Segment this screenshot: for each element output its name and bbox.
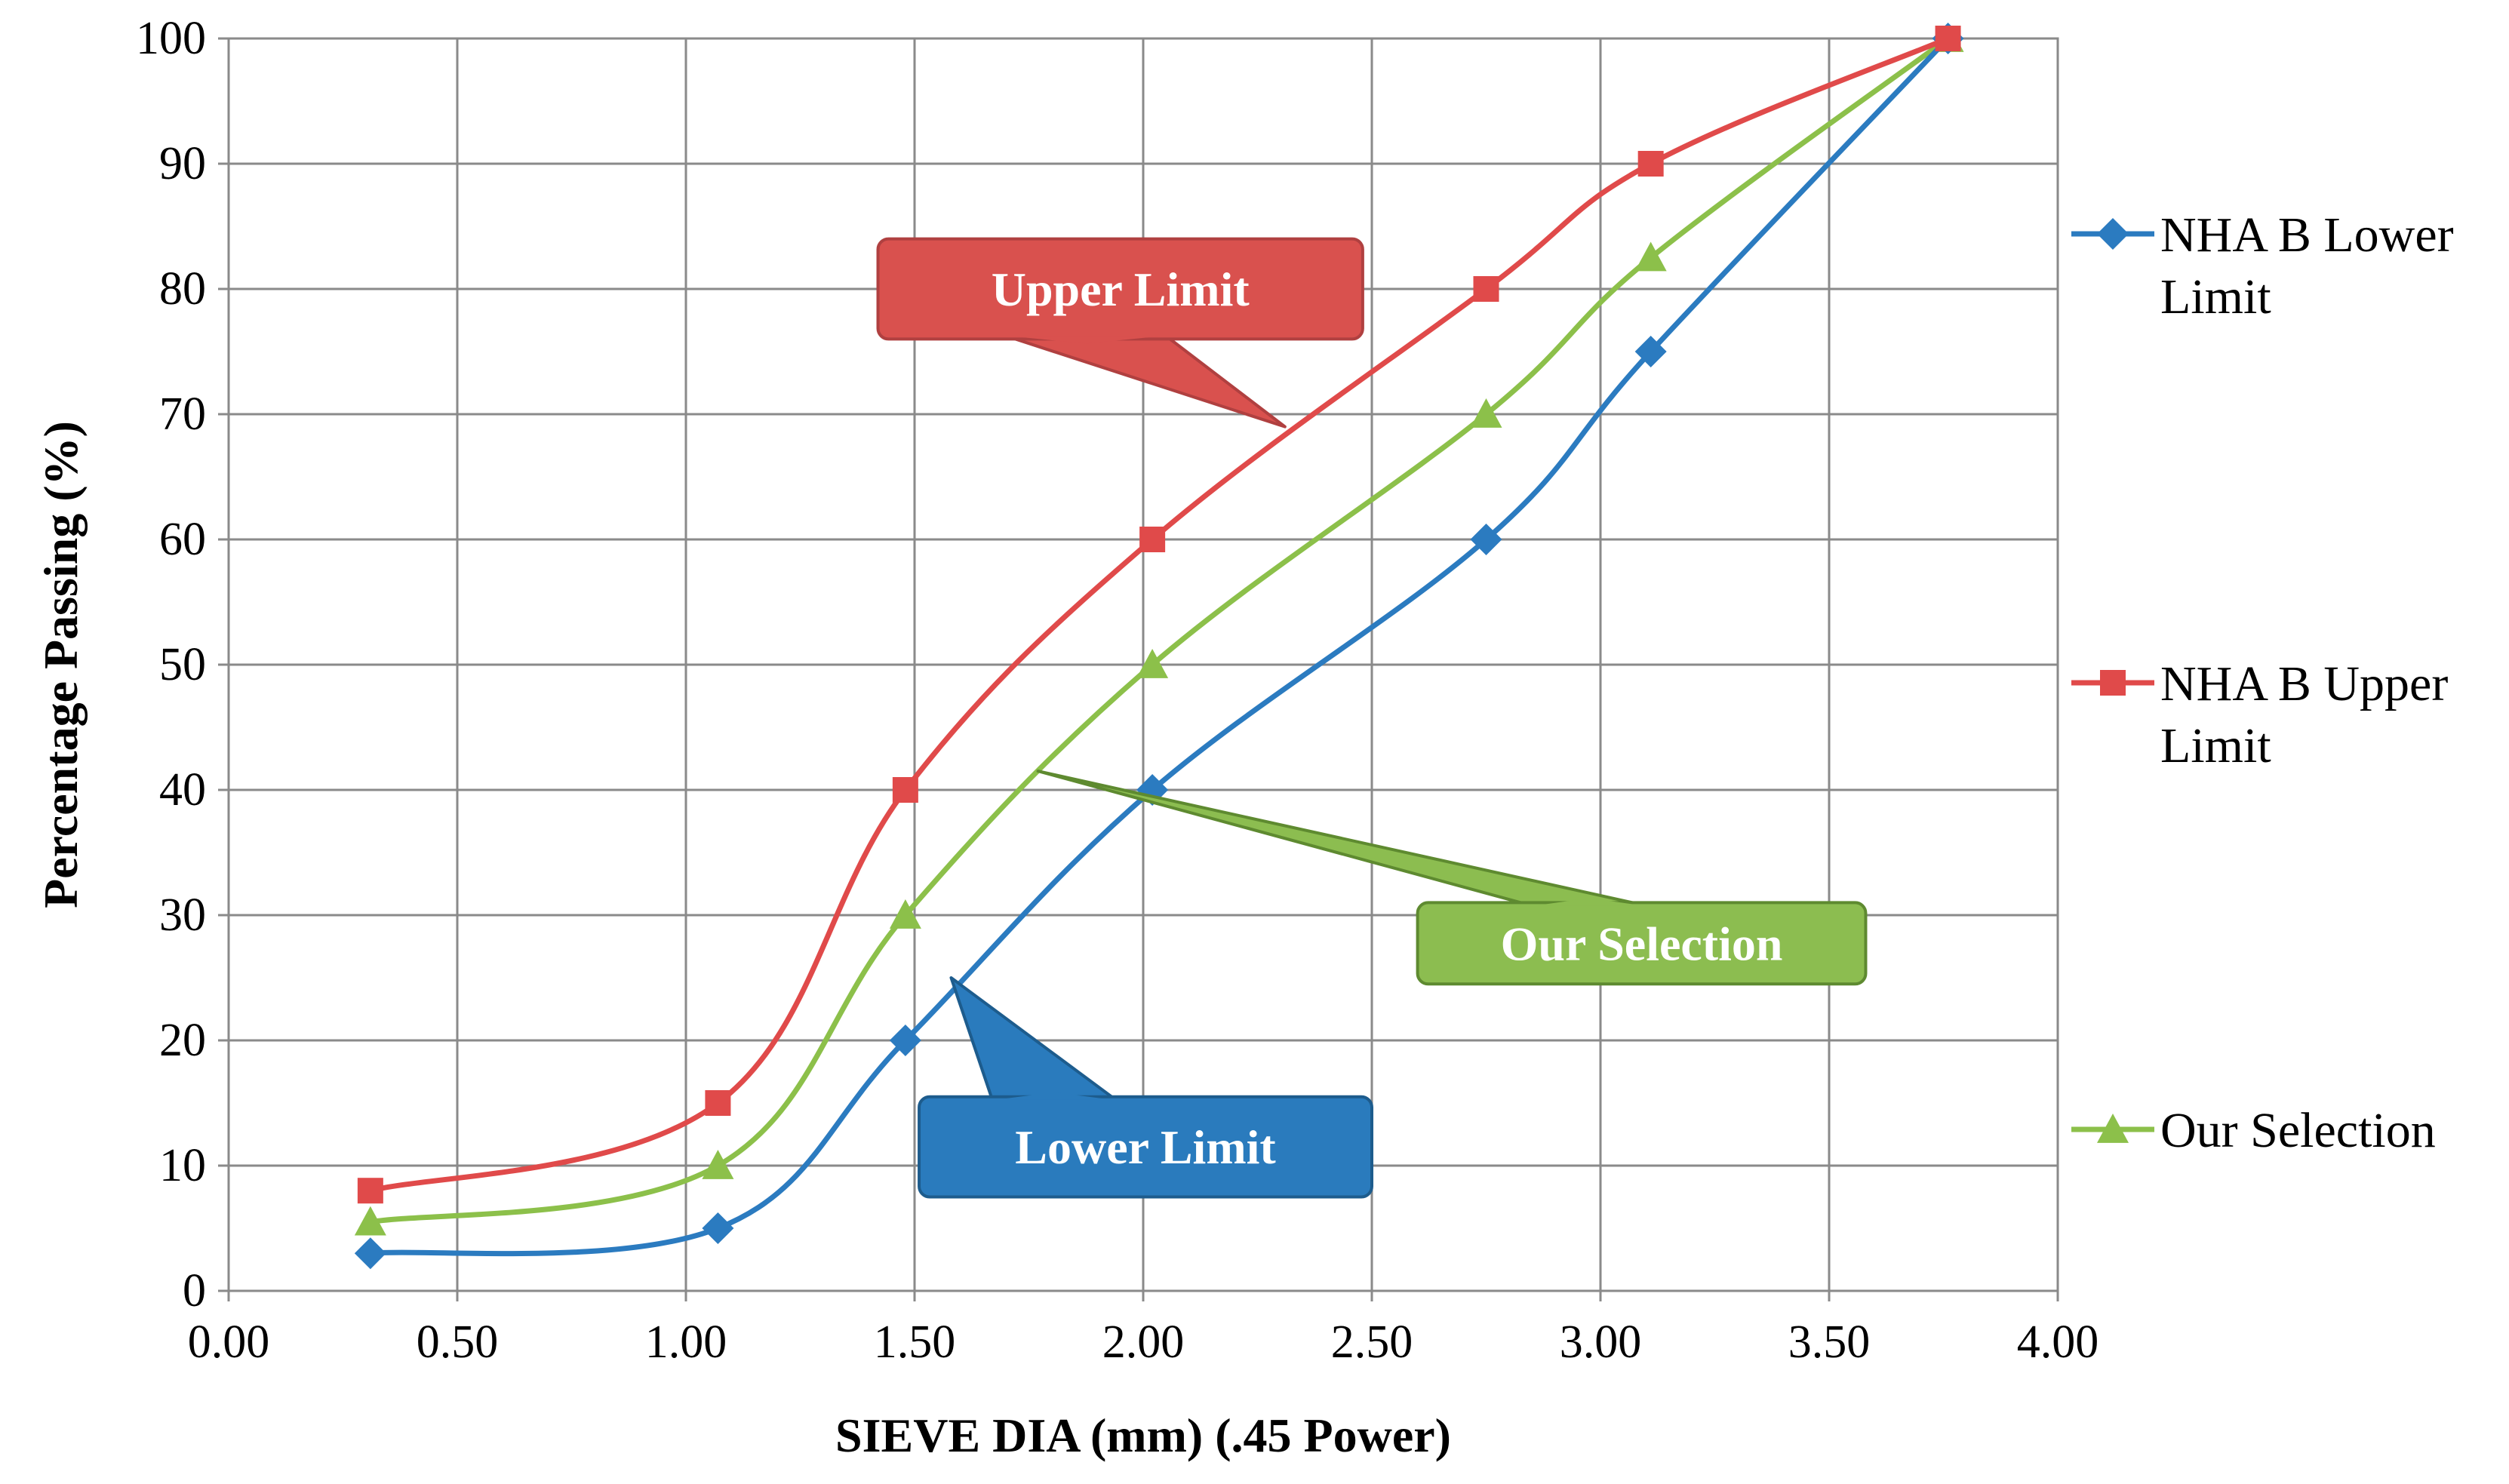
callout-seam-lower-limit [996,1092,1112,1100]
y-tick-label: 20 [159,1015,206,1066]
x-tick-label: 3.00 [1560,1317,1642,1368]
legend-item-our-selection: Our Selection [2071,1103,2436,1158]
data-point-nha-b-lower-limit [1634,336,1667,367]
y-tick-label: 80 [159,263,206,315]
callout-text-upper-limit: Upper Limit [992,263,1250,316]
y-tick-label: 30 [159,889,206,941]
data-point-nha-b-upper-limit [1139,527,1166,552]
y-tick-label: 60 [159,514,206,565]
data-point-nha-b-upper-limit [357,1178,383,1204]
data-point-nha-b-lower-limit [1470,524,1502,555]
legend-swatch-marker [2097,1114,2129,1143]
data-point-nha-b-lower-limit [702,1212,734,1244]
x-tick-label: 2.00 [1102,1317,1185,1368]
data-point-our-selection [1470,398,1502,428]
series-nha-b-lower-limit [354,23,1964,1270]
data-point-nha-b-upper-limit [1637,151,1664,177]
legend-label: NHA B Upper [2160,656,2448,711]
callout-box-lower-limit [918,1095,1374,1199]
legend-item-nha-b-lower-limit: NHA B Lower Limit [2071,207,2454,324]
data-point-our-selection [702,1150,734,1179]
axes: 0.00 0.50 1.00 1.50 2.00 2.50 3.00 3.50 4.00 0 10 2… [136,13,2099,1368]
callout-seam-our-selection [1536,898,1643,906]
x-tick-label: 0.00 [188,1317,270,1368]
data-point-our-selection [1634,241,1667,272]
x-tick-label: 3.50 [1788,1317,1871,1368]
callout-text-lower-limit: Lower Limit [1015,1120,1276,1174]
data-point-our-selection [354,1206,386,1236]
y-tick-label: 70 [159,389,206,440]
legend-label: Limit [2160,269,2271,324]
x-tick-label: 4.00 [2017,1317,2099,1368]
y-tick-label: 50 [159,639,206,690]
legend-item-nha-b-upper-limit: NHA B Upper Limit [2071,656,2448,773]
series-our-selection [354,23,1964,1236]
x-axis-title: SIEVE DIA (mm) (.45 Power) [835,1409,1451,1462]
data-point-nha-b-upper-limit [1935,26,1961,51]
y-tick-label: 10 [159,1140,206,1191]
legend-label: Limit [2160,718,2271,773]
data-point-nha-b-upper-limit [892,777,918,803]
callout-pointer-lower-limit [949,976,1118,1101]
x-tick-label: 1.50 [874,1317,956,1368]
y-axis-title: Percentage Passing (%) [34,421,88,908]
y-tick-label: 90 [159,138,206,189]
legend-swatch-marker [2100,670,2126,696]
legend-swatch-marker [2097,218,2129,250]
data-point-nha-b-upper-limit [1473,276,1499,302]
callout-text-our-selection: Our Selection [1501,917,1783,970]
series-line-nha-b-lower-limit [370,36,1951,1257]
y-tick-label: 100 [136,13,206,64]
data-point-our-selection [889,899,921,929]
callout-lower-limit: Lower Limit [918,976,1374,1199]
data-point-nha-b-lower-limit [354,1237,386,1270]
legend-label: Our Selection [2160,1103,2436,1158]
callouts: Upper Limit Our Selection Lower Limit [876,237,1868,1199]
y-tick-label: 40 [159,764,206,816]
callout-box-our-selection [1416,901,1868,986]
callout-pointer-our-selection [1036,770,1648,908]
plot-frame [227,37,2059,1292]
callout-upper-limit: Upper Limit [876,237,1364,429]
x-tick-label: 0.50 [417,1317,499,1368]
series-nha-b-upper-limit [357,26,1961,1204]
callout-our-selection: Our Selection [1036,770,1868,986]
data-point-nha-b-lower-limit [889,1025,921,1056]
legend: NHA B Lower Limit NHA B Upper Limit Our Sele… [2071,207,2454,1158]
x-tick-label: 1.00 [645,1317,727,1368]
y-tick-label: 0 [183,1265,206,1317]
legend-label: NHA B Lower [2160,207,2454,263]
data-point-our-selection [1136,649,1169,678]
series-group [354,23,1964,1270]
callout-seam-upper-limit [1010,336,1163,344]
x-tick-label: 2.50 [1331,1317,1413,1368]
data-point-nha-b-upper-limit [705,1090,731,1116]
series-line-our-selection [370,36,1950,1225]
